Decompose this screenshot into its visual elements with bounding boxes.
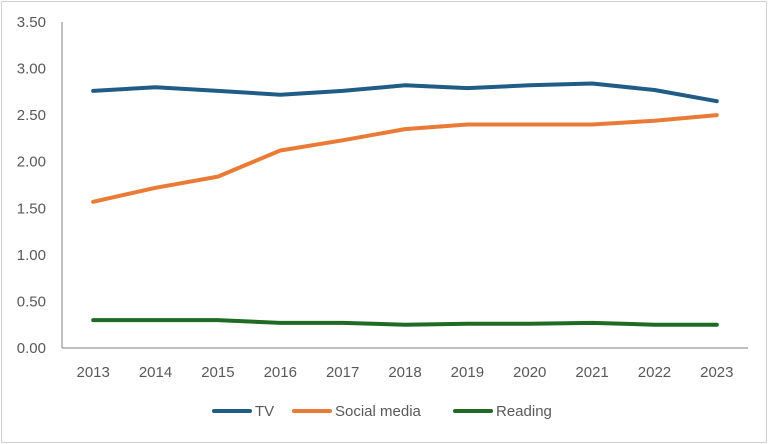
x-tick-label: 2022 [638,364,671,381]
x-tick-label: 2018 [388,364,421,381]
y-tick-label: 0.00 [17,340,46,357]
x-tick-labels: 2013 2014 2015 2016 2017 2018 2019 2020 2021 2022… [76,364,733,381]
x-tick-label: 2019 [451,364,484,381]
axes [61,22,748,349]
y-tick-label: 3.50 [17,14,46,31]
x-tick-label: 2016 [264,364,297,381]
y-tick-label: 0.50 [17,293,46,310]
y-tick-label: 2.00 [17,154,46,171]
series-line-reading [91,318,719,327]
y-tick-labels: 0.00 0.50 1.00 1.50 2.00 2.50 3.00 3.50 [17,14,46,357]
legend-label: TV [255,403,274,420]
series-line-tv [91,81,719,104]
series-lines [91,81,719,327]
y-tick-label: 2.50 [17,107,46,124]
y-tick-label: 1.00 [17,247,46,264]
x-tick-label: 2021 [575,364,608,381]
x-tick-label: 2020 [513,364,546,381]
legend-label: Reading [496,403,552,420]
x-tick-label: 2017 [326,364,359,381]
series-line-social-media [91,113,719,204]
legend-label: Social media [335,403,422,420]
x-tick-label: 2023 [700,364,733,381]
x-tick-label: 2014 [139,364,172,381]
y-tick-label: 3.00 [17,61,46,78]
x-tick-label: 2015 [201,364,234,381]
y-tick-label: 1.50 [17,200,46,217]
x-tick-label: 2013 [76,364,109,381]
legend: TV Social media Reading [212,403,552,420]
